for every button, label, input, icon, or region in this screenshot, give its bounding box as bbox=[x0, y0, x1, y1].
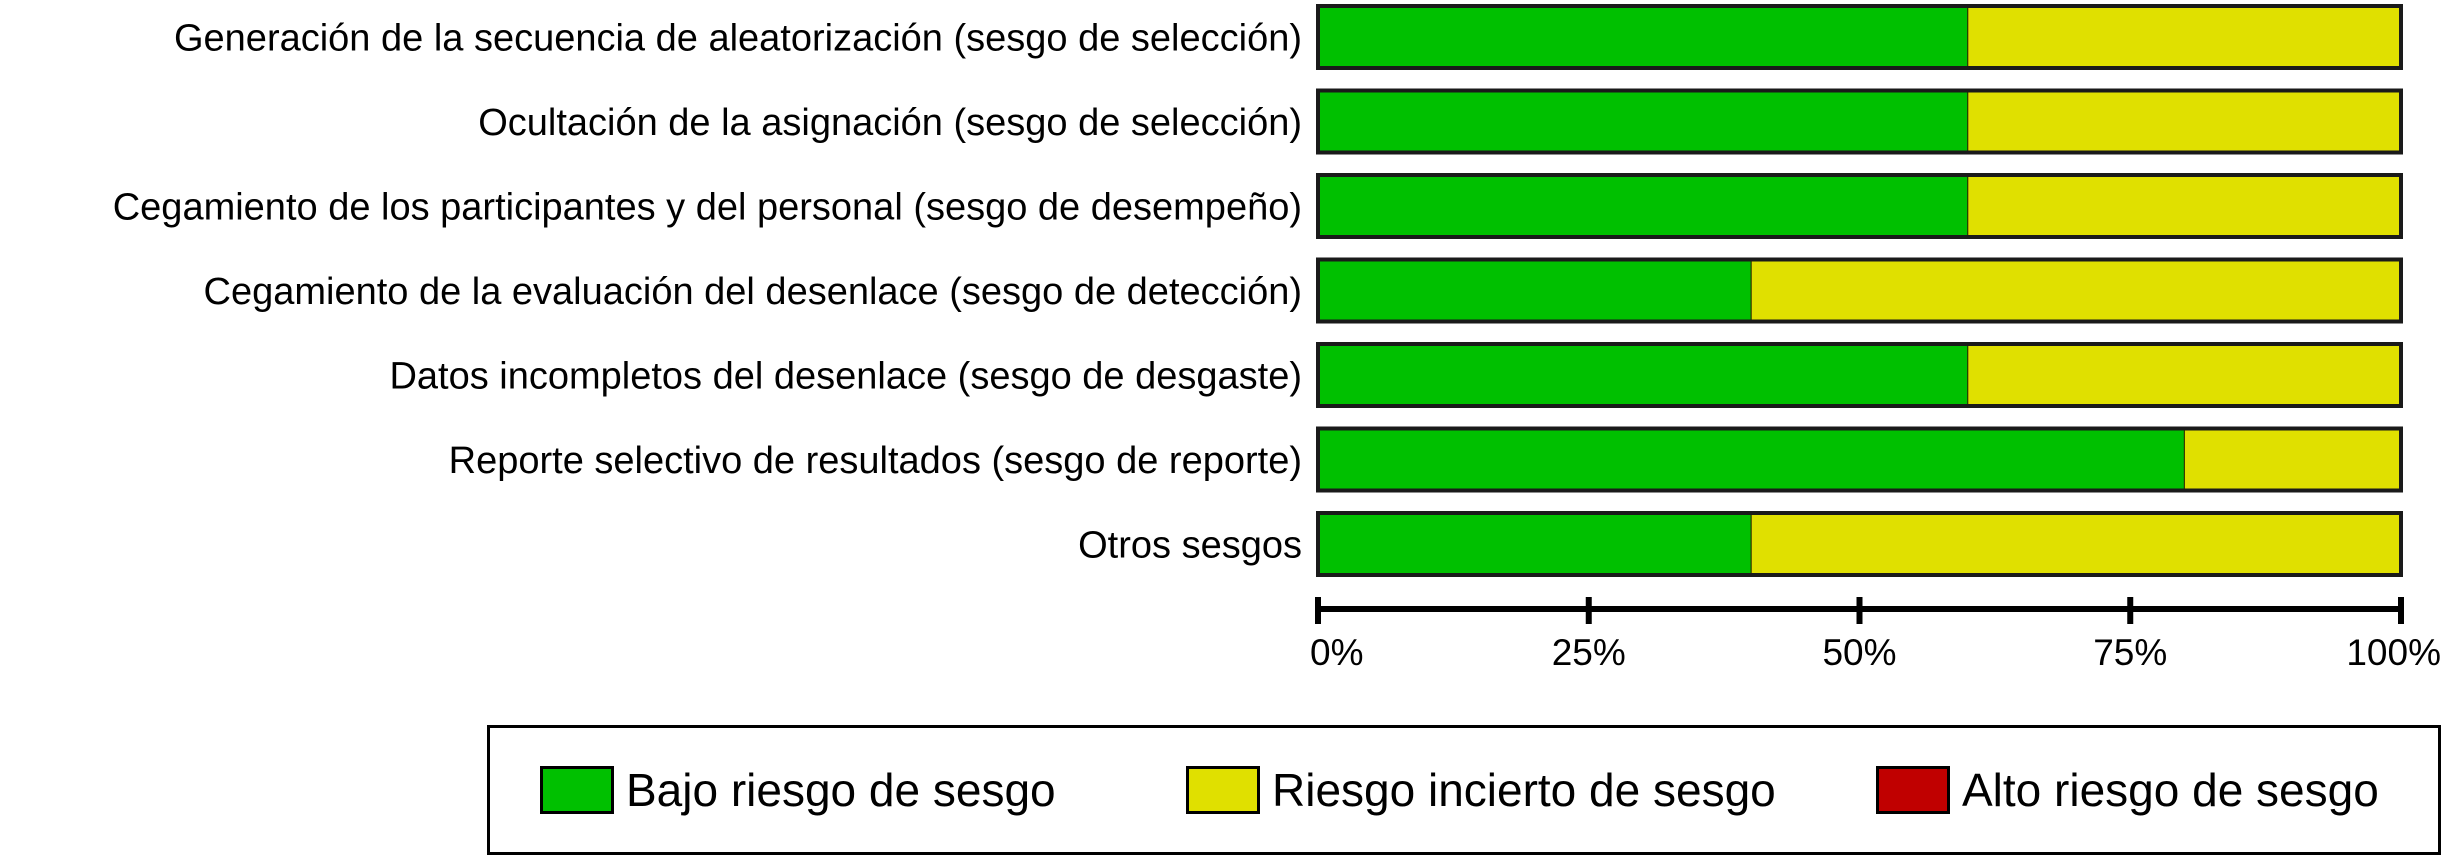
bar-segment bbox=[1750, 512, 2402, 576]
legend-item-low-risk: Bajo riesgo de sesgo bbox=[540, 728, 1056, 852]
legend: Bajo riesgo de sesgo Riesgo incierto de … bbox=[487, 725, 2441, 855]
x-tick-label: 75% bbox=[2093, 632, 2167, 673]
category-label: Cegamiento de los participantes y del pe… bbox=[113, 187, 1302, 229]
legend-swatch-unclear-risk bbox=[1186, 766, 1260, 814]
bar-outline bbox=[1316, 88, 2403, 155]
bar-segment bbox=[1317, 428, 2185, 491]
legend-label-low-risk: Bajo riesgo de sesgo bbox=[626, 764, 1056, 816]
bar-segment bbox=[1967, 174, 2402, 238]
bar-segment bbox=[1317, 343, 1969, 407]
x-tick-label: 25% bbox=[1552, 632, 1626, 673]
bar-segment bbox=[1317, 259, 1752, 322]
bar-outline bbox=[1316, 173, 2403, 239]
legend-label-high-risk: Alto riesgo de sesgo bbox=[1962, 764, 2379, 816]
category-label: Ocultación de la asignación (sesgo de se… bbox=[478, 102, 1302, 144]
category-label: Reporte selectivo de resultados (sesgo d… bbox=[449, 440, 1302, 482]
category-label: Generación de la secuencia de aleatoriza… bbox=[174, 18, 1302, 60]
bar-outline bbox=[1316, 4, 2403, 70]
bar-outline bbox=[1316, 342, 2403, 408]
bar-outline bbox=[1316, 257, 2403, 324]
x-tick-label: 100% bbox=[2346, 632, 2441, 673]
category-label: Cegamiento de la evaluación del desenlac… bbox=[204, 271, 1303, 313]
legend-swatch-high-risk bbox=[1876, 766, 1950, 814]
bar-segment bbox=[1967, 5, 2402, 69]
category-label: Datos incompletos del desenlace (sesgo d… bbox=[389, 356, 1302, 398]
legend-item-high-risk: Alto riesgo de sesgo bbox=[1876, 728, 2379, 852]
bar-segment bbox=[1750, 259, 2402, 322]
legend-label-unclear-risk: Riesgo incierto de sesgo bbox=[1272, 764, 1776, 816]
bar-segment bbox=[1317, 90, 1969, 153]
x-tick-label: 50% bbox=[1822, 632, 1896, 673]
category-label: Otros sesgos bbox=[1078, 525, 1302, 567]
bar-segment bbox=[1317, 174, 1969, 238]
bar-outline bbox=[1316, 426, 2403, 493]
bar-segment bbox=[1967, 343, 2402, 407]
legend-swatch-low-risk bbox=[540, 766, 614, 814]
legend-item-unclear-risk: Riesgo incierto de sesgo bbox=[1186, 728, 1776, 852]
chart-svg: Generación de la secuencia de aleatoriza… bbox=[113, 4, 2441, 673]
bar-outline bbox=[1316, 511, 2403, 577]
x-tick-label: 0% bbox=[1310, 632, 1363, 673]
bar-segment bbox=[1317, 5, 1969, 69]
bar-segment bbox=[1317, 512, 1752, 576]
risk-of-bias-chart: Generación de la secuencia de aleatoriza… bbox=[113, 4, 2441, 673]
bar-segment bbox=[1967, 90, 2402, 153]
bar-segment bbox=[2183, 428, 2402, 491]
